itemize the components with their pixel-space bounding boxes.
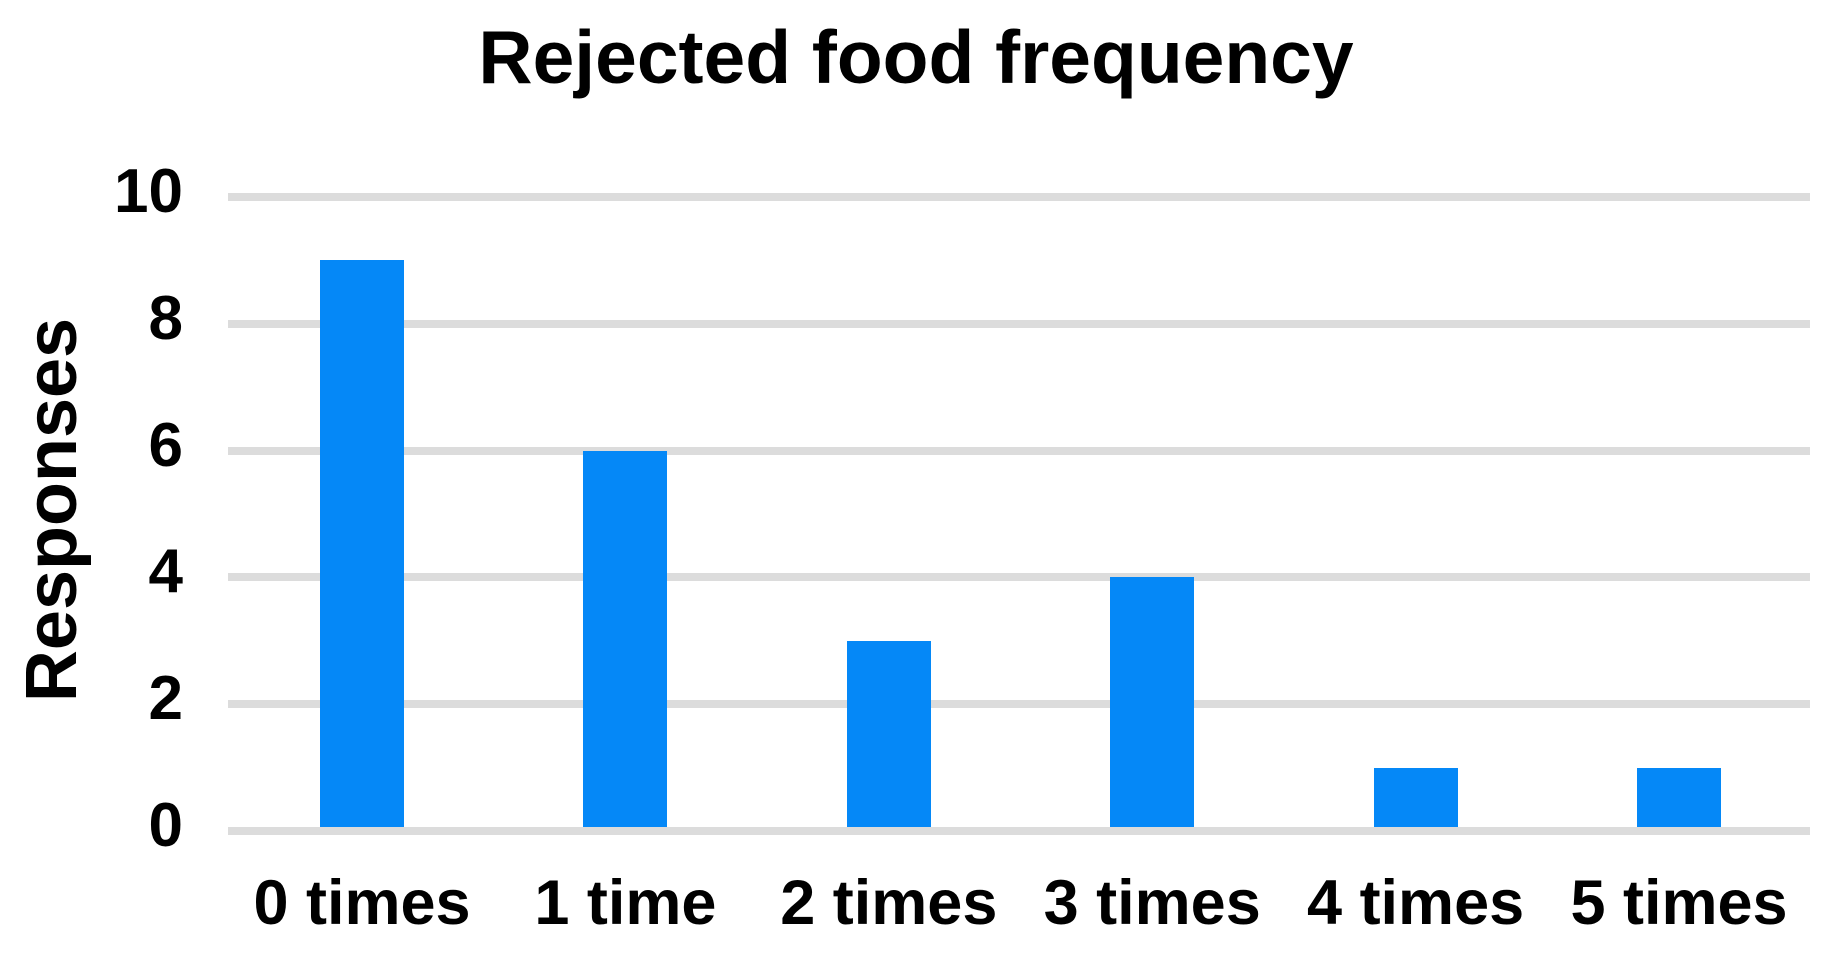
bar: [1373, 767, 1458, 827]
y-tick-label: 10: [114, 157, 183, 226]
y-tick-label: 8: [148, 283, 183, 353]
gridline: [228, 573, 1810, 582]
bar: [583, 450, 668, 827]
x-category-label: 1 time: [534, 868, 717, 938]
x-category-label: 5 times: [1570, 868, 1788, 938]
x-category-label: 4 times: [1307, 868, 1525, 938]
y-tick-label: 0: [148, 791, 183, 860]
gridline: [228, 319, 1810, 328]
bar: [1110, 577, 1195, 827]
y-tick-label: 4: [148, 537, 183, 607]
x-category-label: 0 times: [253, 868, 471, 938]
bar: [1637, 767, 1721, 827]
y-tick-label: 2: [148, 664, 183, 734]
gridline: [228, 700, 1810, 709]
chart-title: Rejected food frequency: [478, 15, 1354, 99]
y-tick-label: 6: [148, 410, 183, 480]
gridline: [228, 193, 1810, 201]
x-category-label: 2 times: [780, 868, 998, 938]
y-axis-title: Responses: [12, 317, 92, 703]
x-category-label: 3 times: [1043, 868, 1261, 938]
bar: [320, 260, 404, 827]
gridline: [228, 446, 1810, 455]
gridline: [228, 827, 1810, 835]
bar: [846, 640, 931, 827]
